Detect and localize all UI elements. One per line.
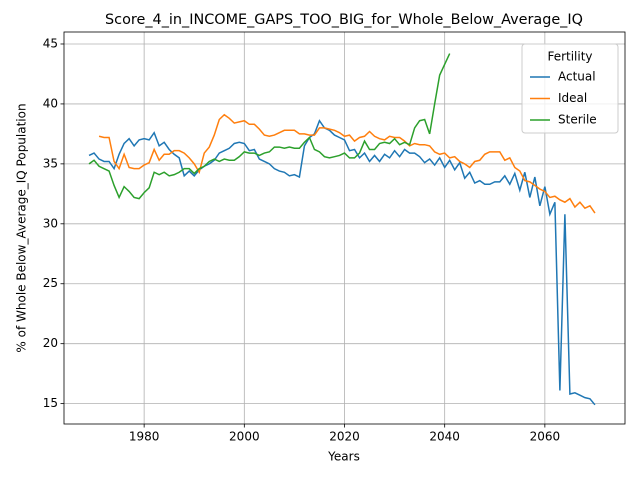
y-axis-label: % of Whole Below_Average_IQ Population bbox=[15, 103, 29, 352]
legend-label: Ideal bbox=[558, 91, 587, 105]
y-tick-label: 35 bbox=[43, 156, 58, 170]
data-line bbox=[98, 113, 596, 214]
x-tick-label: 2020 bbox=[329, 430, 360, 444]
chart-title: Score_4_in_INCOME_GAPS_TOO_BIG_for_Whole… bbox=[105, 12, 583, 28]
legend: Fertility Actual Ideal Sterile bbox=[521, 43, 619, 134]
legend-title: Fertility bbox=[547, 50, 592, 64]
data-line bbox=[88, 119, 596, 406]
x-tick-label: 2000 bbox=[229, 430, 260, 444]
y-tick-label: 40 bbox=[43, 96, 58, 110]
y-tick-label: 45 bbox=[43, 36, 58, 50]
x-tick-label: 2040 bbox=[429, 430, 460, 444]
legend-box bbox=[521, 43, 619, 134]
y-tick-label: 25 bbox=[43, 276, 58, 290]
x-tick-label: 1980 bbox=[129, 430, 160, 444]
y-tick-label: 30 bbox=[43, 216, 58, 230]
axes-frame bbox=[63, 31, 626, 425]
x-tick-label: 2060 bbox=[530, 430, 561, 444]
legend-label: Actual bbox=[558, 70, 596, 84]
y-tick-label: 20 bbox=[43, 336, 58, 350]
legend-label: Sterile bbox=[558, 113, 597, 127]
x-axis-label: Years bbox=[327, 450, 360, 464]
data-line bbox=[88, 53, 451, 200]
y-tick-label: 15 bbox=[43, 396, 58, 410]
